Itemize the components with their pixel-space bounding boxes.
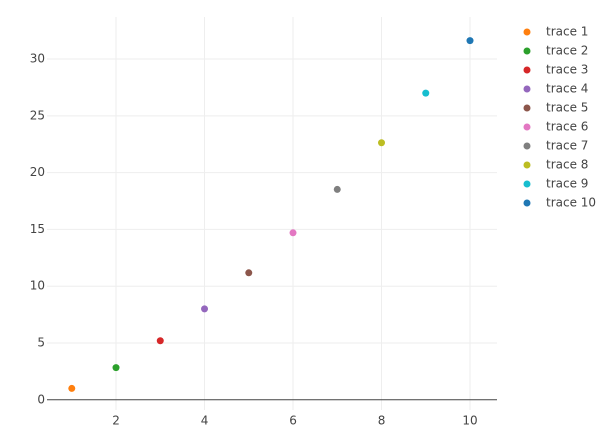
legend-label: trace 5 xyxy=(546,101,588,115)
legend-label: trace 8 xyxy=(546,158,588,172)
point xyxy=(466,37,474,45)
legend-marker xyxy=(523,199,531,207)
x-tick-label: 8 xyxy=(378,414,386,428)
legend-label: trace 6 xyxy=(546,120,588,134)
point xyxy=(68,384,76,392)
legend-marker xyxy=(523,142,531,150)
point xyxy=(422,89,430,97)
point xyxy=(112,364,120,372)
x-tick-label: 2 xyxy=(112,414,120,428)
y-tick-label: 20 xyxy=(30,165,45,179)
legend-marker xyxy=(523,123,531,131)
legend-label: trace 1 xyxy=(546,25,588,39)
y-tick-label: 15 xyxy=(30,222,45,236)
legend-label: trace 2 xyxy=(546,44,588,58)
legend-marker xyxy=(523,28,531,36)
legend-marker xyxy=(523,85,531,93)
legend-label: trace 10 xyxy=(546,196,596,210)
y-tick-label: 0 xyxy=(37,392,45,406)
legend-label: trace 3 xyxy=(546,63,588,77)
legend-marker xyxy=(523,66,531,74)
point xyxy=(378,139,386,147)
legend-marker xyxy=(523,47,531,55)
point xyxy=(333,185,341,193)
legend-marker xyxy=(523,161,531,169)
point xyxy=(156,337,164,345)
point xyxy=(201,305,209,313)
y-tick-label: 30 xyxy=(30,52,45,66)
legend-label: trace 9 xyxy=(546,177,588,191)
x-tick-label: 10 xyxy=(462,414,477,428)
legend-marker xyxy=(523,180,531,188)
x-tick-label: 4 xyxy=(201,414,209,428)
y-tick-label: 5 xyxy=(37,335,45,349)
point xyxy=(245,269,253,277)
legend-label: trace 4 xyxy=(546,82,588,96)
x-tick-label: 6 xyxy=(289,414,297,428)
y-tick-label: 25 xyxy=(30,108,45,122)
legend-marker xyxy=(523,104,531,112)
legend-label: trace 7 xyxy=(546,139,588,153)
y-tick-label: 10 xyxy=(30,279,45,293)
point xyxy=(289,229,297,237)
